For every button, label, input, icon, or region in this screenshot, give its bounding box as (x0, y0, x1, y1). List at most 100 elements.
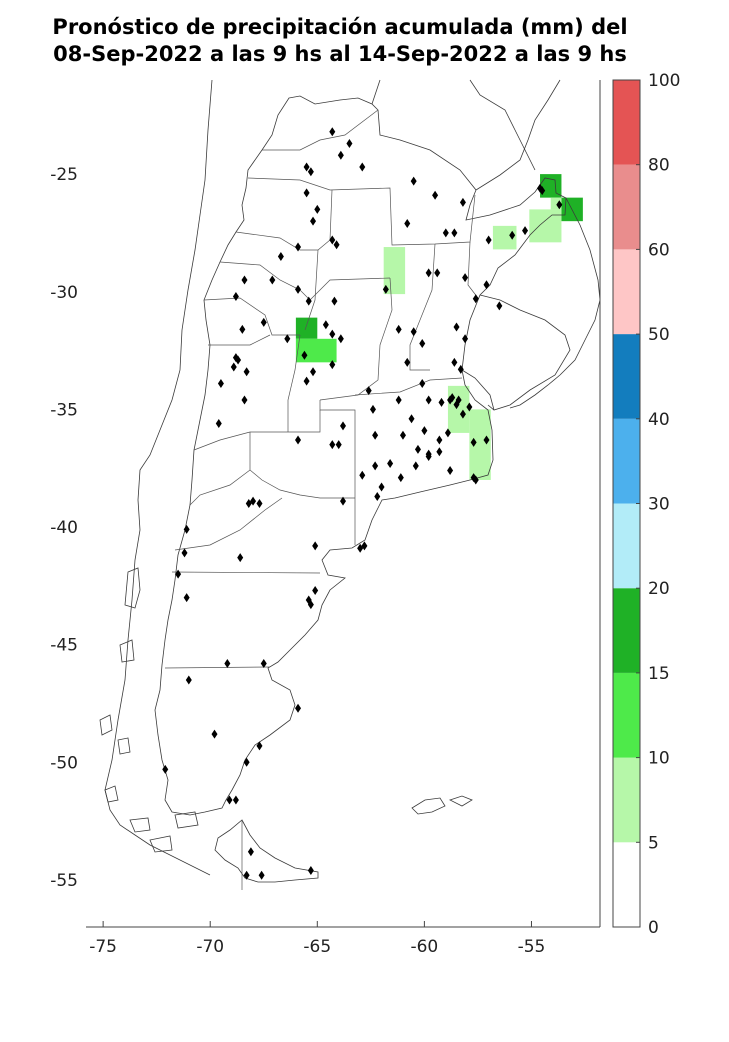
station-marker (395, 324, 402, 334)
station-marker (329, 329, 336, 339)
station-marker (183, 524, 190, 534)
colorbar-tick-label: 40 (648, 410, 670, 430)
station-marker (466, 402, 473, 412)
station-marker (303, 162, 310, 172)
station-marker (395, 395, 402, 405)
station-marker (404, 219, 411, 229)
y-tick-label: -40 (50, 518, 78, 538)
precip-cell (492, 225, 517, 250)
station-marker (247, 847, 254, 857)
station-marker (337, 150, 344, 160)
station-marker (301, 350, 308, 360)
station-marker (451, 357, 458, 367)
station-marker (337, 334, 344, 344)
station-marker (453, 400, 460, 410)
station-marker (307, 167, 314, 177)
station-marker (408, 414, 415, 424)
station-marker (237, 553, 244, 563)
y-tick-label: -25 (50, 165, 78, 185)
colorbar-bin (613, 80, 640, 165)
station-marker (260, 658, 267, 668)
station-marker (372, 430, 379, 440)
station-marker (335, 440, 342, 450)
station-marker (369, 404, 376, 414)
chile-coast (104, 79, 213, 876)
station-marker (496, 301, 503, 311)
station-marker (365, 386, 372, 396)
y-tick-label: -30 (50, 283, 78, 303)
station-marker (162, 764, 169, 774)
station-marker (181, 548, 188, 558)
station-marker (410, 176, 417, 186)
station-marker (421, 426, 428, 436)
x-tick-label: -65 (303, 937, 331, 957)
station-marker (226, 795, 233, 805)
station-marker (224, 658, 231, 668)
station-marker (436, 435, 443, 445)
falklands (411, 795, 473, 815)
station-marker (307, 866, 314, 876)
station-marker (295, 703, 302, 713)
station-marker (485, 235, 492, 245)
station-marker (404, 357, 411, 367)
y-ticks: -25 -30 -35 -40 -45 -50 -55 (50, 165, 78, 891)
station-marker (436, 447, 443, 457)
station-marker (232, 795, 239, 805)
province-border (287, 334, 301, 432)
precip-cell (383, 247, 406, 295)
station-marker (357, 543, 364, 553)
station-marker (438, 397, 445, 407)
station-marker (432, 190, 439, 200)
station-marker (556, 200, 563, 210)
station-marker (329, 440, 336, 450)
colorbar-tick-label: 50 (648, 325, 670, 345)
station-marker (447, 466, 454, 476)
y-tick-label: -55 (50, 871, 78, 891)
precip-cell (550, 197, 562, 210)
province-border (247, 177, 476, 246)
colorbar-tick-label: 0 (648, 918, 659, 938)
bolivia-border (371, 79, 381, 105)
paraguay-border (475, 79, 561, 191)
province-border (467, 241, 479, 299)
station-marker (185, 675, 192, 685)
station-marker (258, 870, 265, 880)
station-marker (217, 379, 224, 389)
station-marker (378, 482, 385, 492)
uruguay-border (479, 294, 571, 411)
province-border (262, 109, 379, 151)
station-marker (312, 541, 319, 551)
station-marker (346, 139, 353, 149)
province-borders (164, 109, 479, 890)
station-marker (340, 421, 346, 431)
station-marker (232, 291, 239, 301)
station-marker (444, 428, 451, 438)
station-marker (359, 162, 366, 172)
station-marker (483, 280, 490, 290)
province-border (164, 666, 271, 669)
station-marker (245, 499, 252, 508)
precip-cell (295, 317, 318, 339)
colorbar-bin (613, 588, 640, 673)
station-marker (462, 334, 469, 344)
station-marker (425, 268, 432, 278)
province-border (203, 297, 300, 336)
chile-islands (99, 567, 199, 853)
y-tick-label: -35 (50, 400, 78, 420)
station-marker (310, 216, 317, 226)
colorbar-tick-label: 15 (648, 664, 670, 684)
station-marker (425, 395, 432, 405)
province-border (208, 334, 271, 346)
station-marker (399, 430, 406, 440)
colorbar-tick-label: 100 (648, 71, 680, 91)
brazil-south-coast (509, 197, 601, 409)
colorbar: 0 5 10 15 20 30 40 50 60 80 100 (612, 71, 680, 938)
station-marker (235, 355, 242, 365)
province-border (189, 469, 251, 506)
colorbar-bin (613, 418, 640, 504)
station-marker (310, 367, 317, 377)
station-marker (303, 376, 310, 386)
station-marker (295, 435, 302, 445)
station-marker (295, 242, 302, 252)
